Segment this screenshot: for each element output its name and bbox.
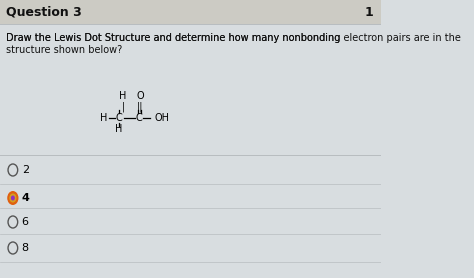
Text: H: H [100,113,108,123]
Text: OH: OH [155,113,169,123]
Text: |: | [121,102,125,112]
Circle shape [9,193,17,202]
Bar [0,0,381,24]
Text: H: H [115,124,123,134]
Text: Draw the Lewis Dot Structure and determine how many nonbonding electron pairs ar: Draw the Lewis Dot Structure and determi… [6,33,461,43]
Text: Question 3: Question 3 [6,6,82,19]
Text: ||: || [137,102,143,112]
Text: Draw the Lewis Dot Structure and determine how many nonbonding: Draw the Lewis Dot Structure and determi… [6,33,343,43]
Circle shape [11,195,15,200]
Text: 2: 2 [22,165,29,175]
Text: structure shown below?: structure shown below? [6,45,122,55]
Text: C: C [136,113,143,123]
Text: 4: 4 [22,193,29,203]
Text: C: C [116,113,122,123]
Text: H: H [119,91,127,101]
Text: 8: 8 [22,243,29,253]
Text: 1: 1 [364,6,373,19]
Text: 6: 6 [22,217,29,227]
Circle shape [7,191,18,205]
Text: O: O [136,91,144,101]
